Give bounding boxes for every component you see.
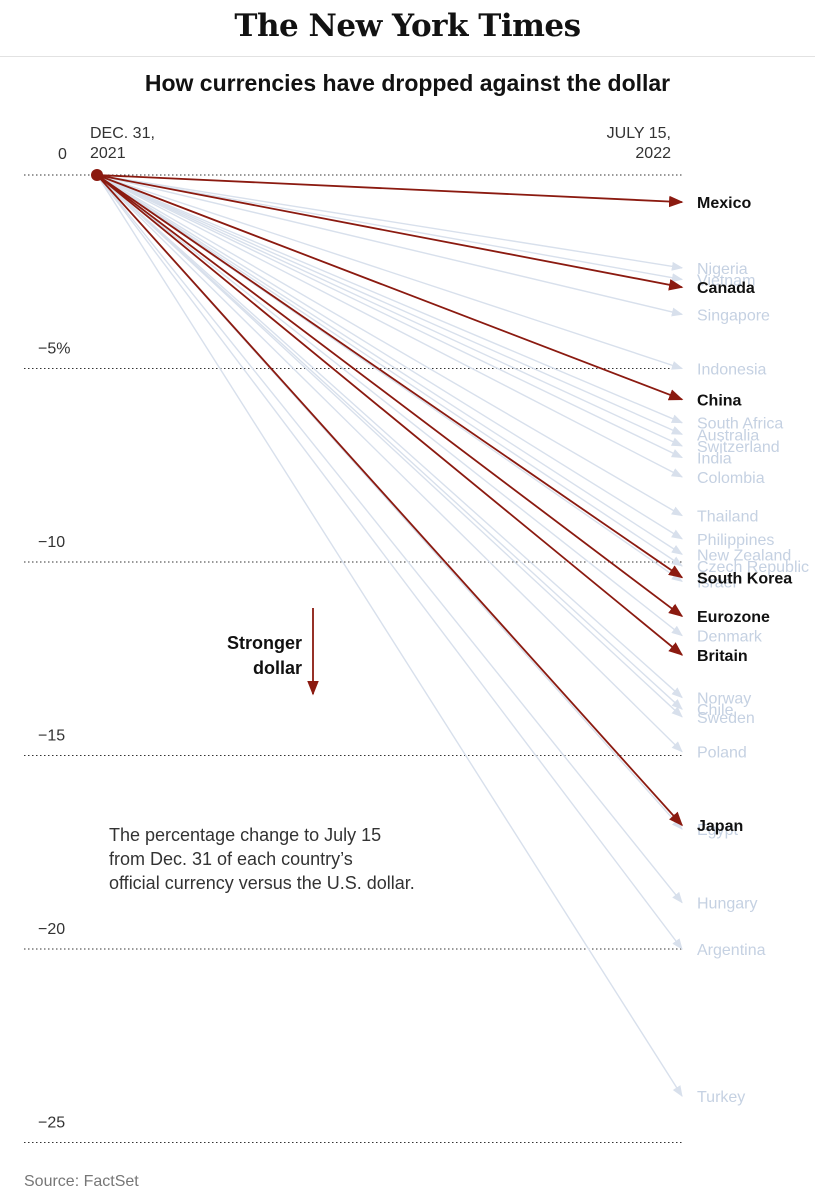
arrow-colombia — [96, 174, 683, 478]
end-date-label: 2022 — [635, 145, 671, 162]
source-note: Source: FactSet — [24, 1173, 139, 1190]
stronger-dollar-label: dollar — [253, 658, 302, 678]
arrow-turkey — [96, 174, 683, 1098]
y-tick-label: −5% — [38, 341, 70, 358]
arrow-denmark — [96, 174, 683, 637]
label-hungary: Hungary — [697, 896, 757, 913]
arrow-sweden — [96, 174, 683, 718]
arrow-singapore — [96, 174, 684, 317]
label-sweden: Sweden — [697, 710, 755, 727]
arrow-india — [96, 174, 684, 459]
label-new-zealand: New Zealand — [697, 547, 791, 564]
label-egypt: Egypt — [697, 822, 738, 839]
arrow-philippines — [96, 174, 683, 540]
arrow-britain — [96, 174, 684, 656]
label-switzerland: Switzerland — [697, 439, 780, 456]
arrow-china — [96, 174, 684, 401]
arrow-chile — [96, 174, 683, 710]
arrow-thailand — [96, 174, 683, 517]
label-denmark: Denmark — [697, 629, 763, 646]
arrow-indonesia — [96, 174, 684, 370]
y-tick-label: −20 — [38, 921, 65, 938]
label-japan: Japan — [697, 818, 743, 835]
start-date-label: 2021 — [90, 145, 126, 162]
arrow-norway — [96, 174, 683, 699]
label-vietnam: Vietnam — [697, 272, 755, 289]
origin-dot — [91, 169, 103, 181]
masthead-logo: The New York Times — [234, 8, 581, 44]
label-turkey: Turkey — [697, 1089, 745, 1106]
label-indonesia: Indonesia — [697, 362, 766, 379]
y-tick-label: −10 — [38, 534, 65, 551]
label-australia: Australia — [697, 427, 759, 444]
arrow-canada — [96, 174, 684, 291]
label-india: India — [697, 451, 732, 468]
arrow-south-korea — [96, 174, 684, 579]
arrow-mexico — [96, 174, 684, 208]
label-south-africa: South Africa — [697, 416, 783, 433]
label-argentina: Argentina — [697, 942, 766, 959]
label-mexico: Mexico — [697, 195, 751, 212]
label-britain: Britain — [697, 648, 748, 665]
arrow-hungary — [96, 174, 683, 904]
arrow-vietnam — [96, 174, 684, 283]
arrow-poland — [96, 174, 683, 753]
chart-title: How currencies have dropped against the … — [144, 70, 671, 96]
stronger-dollar-label: Stronger — [227, 633, 302, 653]
label-israel: Israel — [697, 574, 736, 591]
label-thailand: Thailand — [697, 509, 758, 526]
arrow-eurozone — [96, 174, 684, 618]
label-czech-republic: Czech Republic — [697, 559, 809, 576]
chart-note: The percentage change to July 15 — [109, 825, 381, 845]
arrow-new-zealand — [96, 174, 683, 555]
arrow-argentina — [96, 174, 683, 950]
label-chile: Chile — [697, 702, 734, 719]
start-date-label: DEC. 31, — [90, 125, 155, 142]
chart-note: official currency versus the U.S. dollar… — [109, 873, 415, 893]
arrow-switzerland — [96, 174, 684, 447]
label-poland: Poland — [697, 745, 747, 762]
arrow-australia — [96, 174, 684, 435]
label-canada: Canada — [697, 280, 755, 297]
arrow-south-africa — [96, 174, 684, 424]
y-tick-label: −15 — [38, 728, 65, 745]
label-norway: Norway — [697, 690, 751, 707]
end-date-label: JULY 15, — [607, 125, 671, 142]
y-tick-label: −25 — [38, 1115, 65, 1132]
label-south-korea: South Korea — [697, 570, 792, 587]
label-nigeria: Nigeria — [697, 261, 748, 278]
label-china: China — [697, 392, 742, 409]
label-singapore: Singapore — [697, 307, 770, 324]
slope-chart: 0 −5% −10 −15 −20 −25 DEC. 31, 2021 JULY 15, 202… — [24, 125, 809, 1143]
arrow-japan — [96, 174, 683, 827]
label-philippines: Philippines — [697, 532, 774, 549]
label-colombia: Colombia — [697, 470, 765, 487]
label-eurozone: Eurozone — [697, 609, 770, 626]
y-tick-label: 0 — [58, 146, 67, 163]
chart-note: from Dec. 31 of each country’s — [109, 849, 353, 869]
masthead: The New York Times — [0, 0, 815, 57]
arrow-nigeria — [96, 174, 684, 271]
arrow-czech-republic — [96, 174, 683, 567]
